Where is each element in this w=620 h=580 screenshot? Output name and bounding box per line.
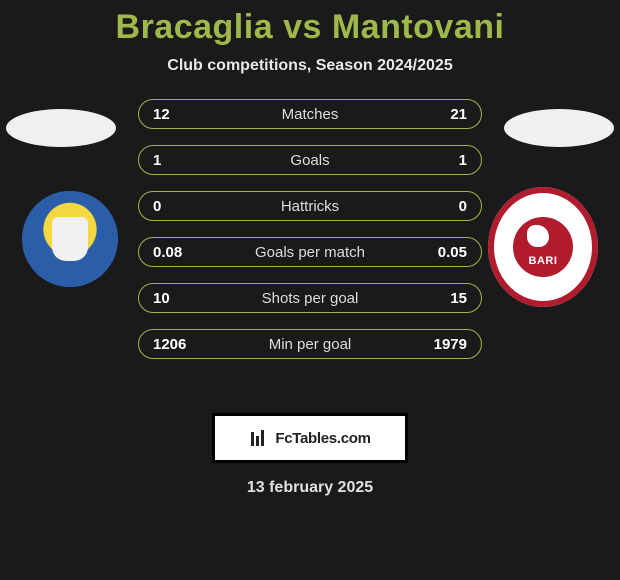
stat-row: 12 Matches 21 [138,99,482,129]
stat-value-left: 1 [153,152,203,169]
stat-label: Goals per match [203,244,417,261]
stat-row: 1 Goals 1 [138,145,482,175]
stat-value-right: 1979 [417,336,467,353]
stat-rows: 12 Matches 21 1 Goals 1 0 Hattricks 0 0.… [138,99,482,375]
club-right-badge-text: BARI [529,255,558,267]
date-line: 13 february 2025 [0,479,620,497]
brand-box: FcTables.com [212,413,408,463]
subtitle: Club competitions, Season 2024/2025 [0,57,620,75]
player-left-name: Bracaglia [116,8,274,46]
stat-value-left: 12 [153,106,203,123]
stat-value-left: 1206 [153,336,203,353]
club-left-crest-icon [52,217,88,261]
brand-text: FcTables.com [275,430,370,447]
club-left-badge [22,191,118,287]
stat-value-left: 10 [153,290,203,307]
player-right-name: Mantovani [332,8,505,46]
club-right-badge: BARI [488,187,598,307]
stat-label: Min per goal [203,336,417,353]
stat-row: 10 Shots per goal 15 [138,283,482,313]
comparison-card: Bracaglia vs Mantovani Club competitions… [0,0,620,497]
stat-label: Matches [203,106,417,123]
stat-label: Hattricks [203,198,417,215]
stat-value-right: 21 [417,106,467,123]
stat-row: 0.08 Goals per match 0.05 [138,237,482,267]
title: Bracaglia vs Mantovani [0,8,620,47]
title-vs: vs [283,8,322,46]
stat-row: 1206 Min per goal 1979 [138,329,482,359]
player-right-oval [504,109,614,147]
stat-value-right: 1 [417,152,467,169]
club-right-crest-icon: BARI [513,217,573,277]
stat-value-right: 0.05 [417,244,467,261]
stat-label: Goals [203,152,417,169]
player-left-oval [6,109,116,147]
stat-label: Shots per goal [203,290,417,307]
fctables-logo-icon [249,428,269,448]
stat-value-left: 0.08 [153,244,203,261]
stat-value-right: 0 [417,198,467,215]
stat-value-right: 15 [417,290,467,307]
stat-value-left: 0 [153,198,203,215]
stat-row: 0 Hattricks 0 [138,191,482,221]
main-area: BARI 12 Matches 21 1 Goals 1 0 Hattricks… [0,99,620,389]
